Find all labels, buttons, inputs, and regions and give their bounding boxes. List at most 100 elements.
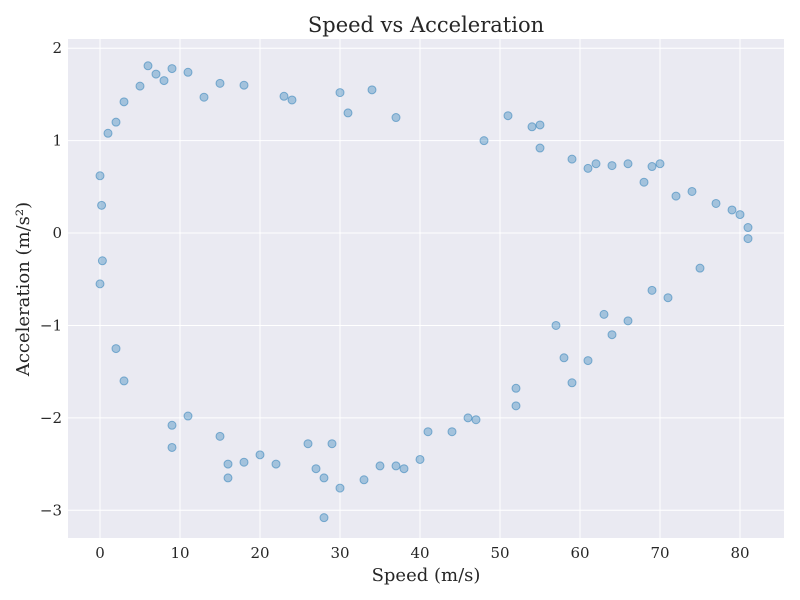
chart-title: Speed vs Acceleration	[308, 13, 544, 37]
scatter-point	[167, 64, 177, 74]
scatter-point	[335, 88, 345, 98]
scatter-point	[97, 200, 107, 210]
scatter-point	[591, 159, 601, 169]
y-tick-label: −1	[40, 316, 62, 334]
x-tick-labels: 0 10 20 30 40 50 60 70 80	[95, 544, 749, 562]
scatter-point	[327, 439, 337, 449]
scatter-point	[527, 122, 537, 132]
scatter-point	[567, 154, 577, 164]
scatter-point	[223, 459, 233, 469]
scatter-point	[567, 378, 577, 388]
x-axis-label: Speed (m/s)	[372, 565, 481, 586]
y-tick-label: 1	[52, 132, 62, 150]
scatter-point	[743, 223, 753, 233]
scatter-point	[655, 159, 665, 169]
x-tick-label: 30	[330, 544, 349, 562]
scatter-point	[447, 427, 457, 437]
y-tick-label: 2	[52, 39, 62, 57]
scatter-point	[559, 353, 569, 363]
scatter-point	[727, 205, 737, 215]
scatter-point	[671, 191, 681, 201]
x-tick-label: 10	[170, 544, 189, 562]
scatter-point	[239, 80, 249, 90]
scatter-point	[215, 78, 225, 88]
scatter-point	[255, 450, 265, 460]
scatter-point	[375, 461, 385, 471]
scatter-point	[695, 263, 705, 273]
scatter-point	[95, 279, 105, 289]
scatter-point	[119, 376, 129, 386]
x-tick-label: 20	[250, 544, 269, 562]
scatter-point	[503, 111, 513, 121]
scatter-point	[663, 293, 673, 303]
scatter-point	[271, 459, 281, 469]
scatter-point	[183, 67, 193, 77]
scatter-point	[687, 186, 697, 196]
scatter-point	[151, 69, 161, 79]
scatter-point	[511, 383, 521, 393]
scatter-point	[463, 413, 473, 423]
scatter-point	[367, 85, 377, 95]
scatter-point	[479, 136, 489, 146]
scatter-point	[599, 309, 609, 319]
scatter-point	[583, 356, 593, 366]
scatter-point	[95, 171, 105, 181]
scatter-point	[639, 177, 649, 187]
scatter-point	[359, 475, 369, 485]
scatter-point	[623, 159, 633, 169]
scatter-point	[743, 234, 753, 244]
scatter-point	[311, 464, 321, 474]
scatter-point	[391, 461, 401, 471]
scatter-point	[279, 91, 289, 101]
scatter-point	[423, 427, 433, 437]
plot-background	[68, 39, 784, 538]
scatter-points	[95, 61, 753, 523]
scatter-point	[535, 143, 545, 153]
scatter-point	[239, 457, 249, 467]
x-tick-label: 80	[730, 544, 749, 562]
grid	[68, 39, 784, 538]
scatter-point	[97, 256, 107, 266]
scatter-point	[199, 92, 209, 102]
scatter-point	[103, 128, 113, 138]
scatter-point	[535, 120, 545, 130]
y-tick-label: −3	[40, 501, 62, 519]
scatter-point	[319, 473, 329, 483]
y-tick-labels: −3 −2 −1 0 1 2	[40, 39, 62, 519]
scatter-point	[135, 81, 145, 91]
x-tick-label: 40	[410, 544, 429, 562]
x-tick-label: 50	[490, 544, 509, 562]
y-tick-label: 0	[52, 224, 62, 242]
scatter-point	[711, 198, 721, 208]
scatter-point	[471, 415, 481, 425]
scatter-point	[335, 483, 345, 493]
scatter-point	[511, 401, 521, 411]
scatter-point	[391, 113, 401, 123]
x-tick-label: 0	[95, 544, 105, 562]
scatter-point	[119, 97, 129, 107]
scatter-point	[607, 161, 617, 171]
scatter-point	[623, 316, 633, 326]
scatter-point	[735, 210, 745, 220]
scatter-point	[183, 411, 193, 421]
x-tick-label: 70	[650, 544, 669, 562]
scatter-point	[111, 117, 121, 127]
scatter-point	[343, 108, 353, 118]
y-axis-label: Acceleration (m/s²)	[13, 202, 34, 377]
scatter-point	[399, 464, 409, 474]
scatter-point	[143, 61, 153, 71]
scatter-point	[223, 473, 233, 483]
scatter-point	[607, 330, 617, 340]
scatter-point	[647, 285, 657, 295]
scatter-point	[319, 513, 329, 523]
scatter-point	[111, 344, 121, 354]
scatter-point	[583, 163, 593, 173]
scatter-point	[167, 442, 177, 452]
scatter-point	[415, 454, 425, 464]
scatter-point	[303, 439, 313, 449]
scatter-point	[551, 320, 561, 330]
scatter-point	[215, 431, 225, 441]
scatter-point	[167, 420, 177, 430]
scatter-point	[647, 162, 657, 172]
